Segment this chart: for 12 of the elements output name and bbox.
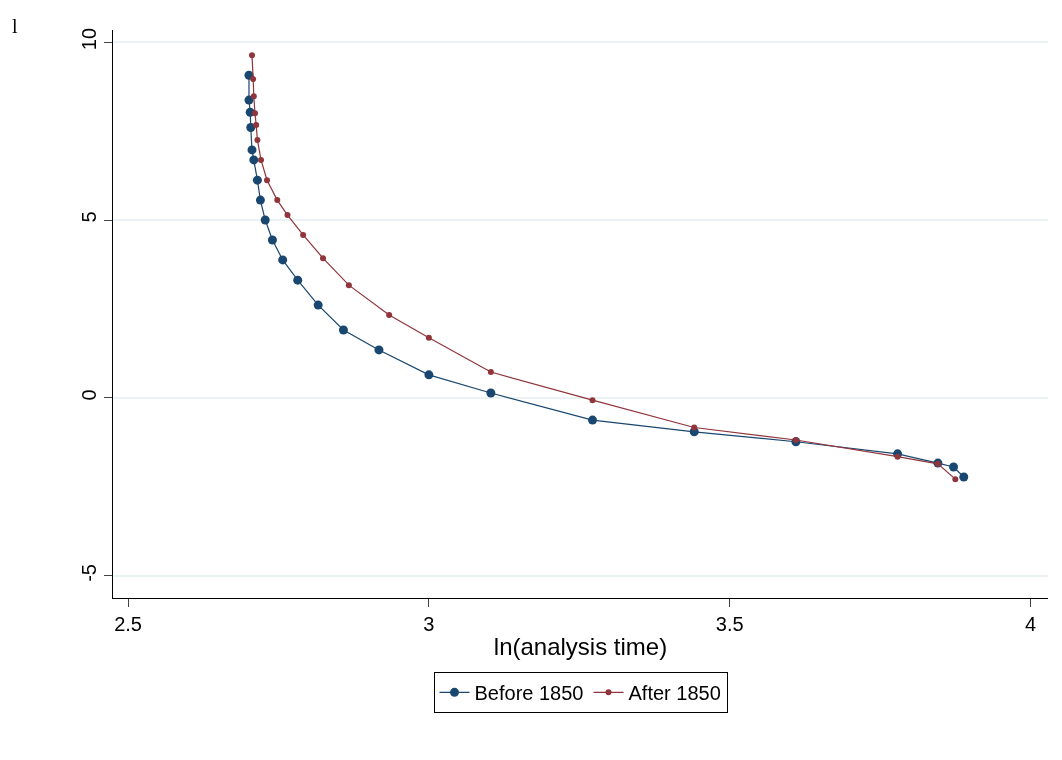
text: l (12, 15, 18, 37)
x-tick-label: 4 (1024, 613, 1037, 635)
legend-label: Before 1850 (474, 682, 584, 705)
y-tick-label: -5 (78, 564, 100, 582)
y-tick-label: 10 (78, 27, 100, 51)
y-tick-label: 0 (78, 389, 100, 401)
y-tick-label: 5 (78, 211, 100, 223)
legend-label: After 1850 (628, 682, 721, 705)
x-axis-title: ln(analysis time) (493, 633, 668, 661)
x-tick-label: 2.5 (114, 613, 142, 635)
x-tick-label: 3 (423, 613, 435, 635)
x-tick-label: 3.5 (715, 613, 744, 635)
